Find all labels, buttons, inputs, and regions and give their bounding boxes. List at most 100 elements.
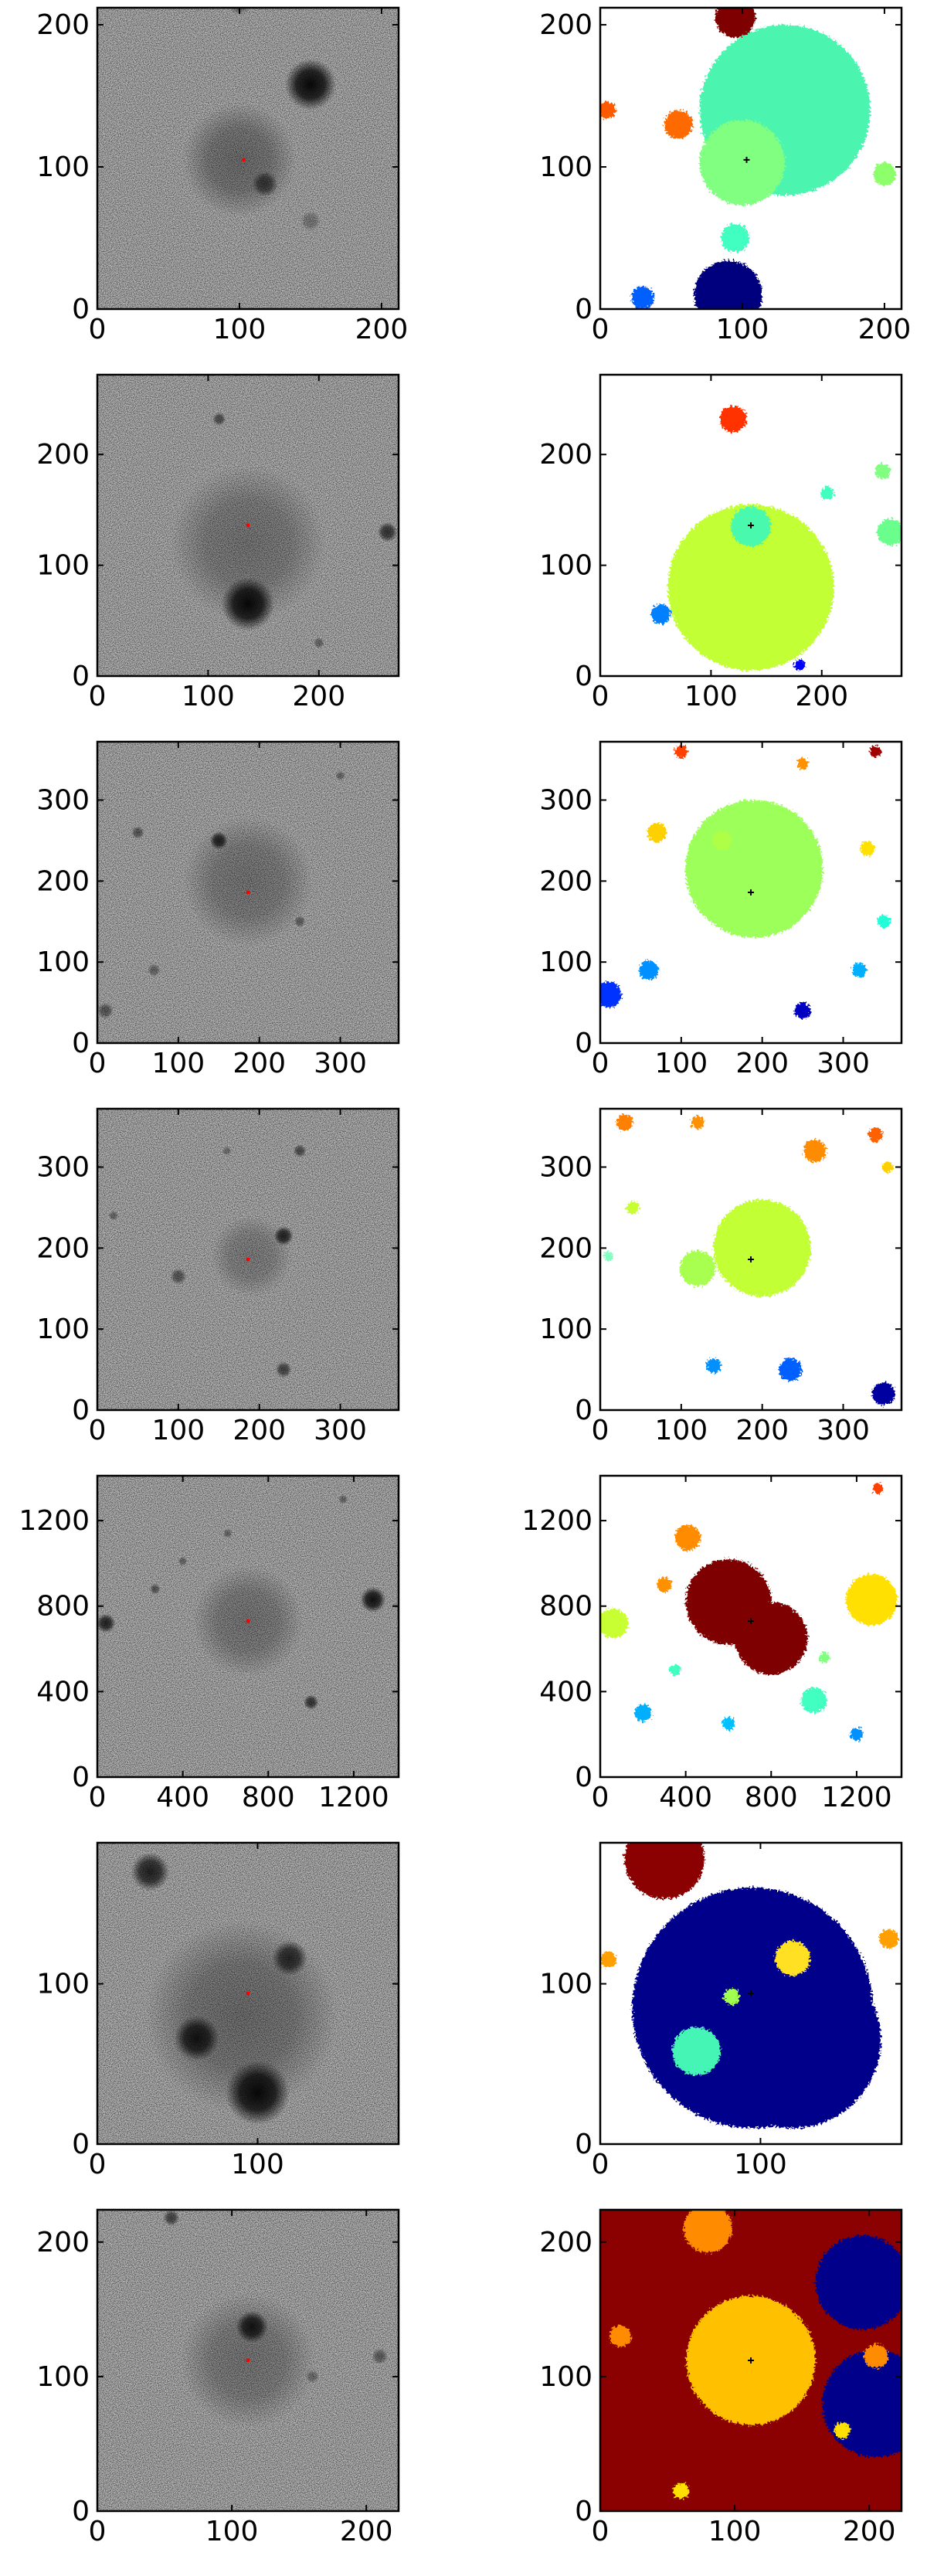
segment-region: [711, 831, 732, 851]
segment-region: [650, 603, 671, 624]
segmentation-axes-xtick-label: 1200: [821, 1782, 892, 1813]
image-axes-frame: [96, 1841, 400, 2146]
segmentation-axes-frame: [599, 740, 903, 1045]
segmentation-axes-xtick-label: 100: [734, 2149, 787, 2180]
segment-region: [794, 1002, 811, 1019]
segmentation-axes-frame: [599, 1474, 903, 1779]
image-axes-ytick-label: 100: [36, 550, 90, 582]
image-axes-ytick-label: 100: [36, 946, 90, 978]
segmentation-axes-xtick-label: 200: [858, 314, 912, 345]
segmentation-axes-xtick-label: 200: [735, 1415, 789, 1446]
segment-region: [877, 518, 902, 545]
image-axes-ytick-label: 100: [36, 1969, 90, 2000]
source-blob: [222, 1528, 233, 1538]
image-axes-ytick-label: 100: [36, 151, 90, 183]
source-blob: [313, 637, 324, 649]
segment-region: [852, 963, 867, 978]
segment-region: [672, 2027, 721, 2075]
image-axes-xtick-label: 200: [340, 2516, 393, 2547]
segmentation-panel-3: 0 100 200 300 0 100 200 300: [539, 740, 903, 1079]
segmentation-axes-ytick-label: 200: [539, 9, 593, 41]
segmentation-axes-ytick-label: 800: [539, 1591, 593, 1623]
segment-region: [713, 1199, 811, 1297]
segmentation-axes-xtick-label: 200: [843, 2516, 896, 2547]
segmentation-axes-xtick-label: 0: [592, 681, 610, 712]
segmentation-axes-xtick-label: 100: [654, 1415, 708, 1446]
image-axes-xtick-label: 0: [89, 2149, 107, 2180]
source-blob: [183, 816, 313, 946]
segment-region: [669, 1664, 681, 1676]
segment-region: [664, 110, 693, 139]
image-axes-xtick-label: 0: [89, 1782, 107, 1813]
segmentation-axes-ytick-label: 100: [539, 1313, 593, 1345]
segment-region: [647, 822, 667, 842]
image-axes-xtick-label: 400: [156, 1782, 209, 1813]
segment-region: [722, 1717, 735, 1731]
source-blob: [131, 1852, 170, 1891]
image-panel-7: 0 100 200 0 100 200: [36, 2208, 400, 2547]
segmentation-axes-ytick-label: 0: [575, 294, 593, 325]
target-marker: [246, 1991, 250, 1996]
source-blob: [293, 1144, 307, 1157]
segment-region: [723, 1988, 740, 2005]
segment-region: [819, 1652, 830, 1663]
image-axes-ytick-label: 200: [36, 9, 90, 41]
segment-region: [735, 1602, 808, 1675]
source-blob: [170, 1268, 187, 1285]
segmentation-axes-ytick-label: 0: [575, 1028, 593, 1059]
source-blob: [149, 1583, 161, 1595]
segmentation-axes-ytick-label: 400: [539, 1676, 593, 1708]
image-axes-xtick-label: 200: [355, 314, 409, 345]
target-marker: [246, 523, 250, 528]
image-axes-frame: [96, 373, 400, 678]
segment-region: [874, 463, 891, 479]
segment-region: [691, 1116, 705, 1130]
image-panel-4: 0 100 200 300 0 100 200 300: [36, 1107, 400, 1446]
segmentation-axes-ytick-label: 0: [575, 2496, 593, 2527]
segment-region: [779, 1358, 803, 1381]
segmentation-axes-xtick-label: 0: [592, 1782, 610, 1813]
segment-region: [868, 1127, 883, 1142]
segmentation-axes-xtick-label: 0: [592, 314, 610, 345]
segmentation-axes-ytick-label: 0: [575, 1762, 593, 1793]
image-axes-xtick-label: 800: [242, 1782, 295, 1813]
segmentation-axes-ytick-label: 100: [539, 550, 593, 582]
source-blob: [97, 1002, 114, 1019]
segment-region: [820, 486, 834, 501]
segment-region: [674, 1524, 701, 1551]
segment-region: [850, 1728, 864, 1741]
segmentation-panel-4: 0 100 200 300 0 100 200 300: [539, 1107, 903, 1446]
image-axes-xtick-label: 200: [233, 1048, 286, 1079]
segmentation-panel-5: 0 400 800 1200 0 400 800 1200: [521, 1474, 903, 1813]
segment-region: [679, 1250, 715, 1286]
segment-region: [834, 2422, 851, 2438]
segmentation-panel-7: 0 100 200 0 100 200: [539, 2208, 903, 2547]
image-axes-ytick-label: 1200: [19, 1505, 90, 1537]
image-axes-xtick-label: 300: [314, 1048, 367, 1079]
image-axes-ytick-label: 0: [72, 1395, 90, 1426]
source-blob: [303, 1694, 319, 1710]
segment-region: [685, 800, 823, 938]
segmentation-axes-xtick-label: 800: [745, 1782, 798, 1813]
segment-region: [715, 8, 756, 38]
source-blob: [372, 2348, 389, 2365]
segmentation-axes-xtick-label: 0: [592, 1415, 610, 1446]
image-axes-ytick-label: 400: [36, 1676, 90, 1708]
image-axes-ytick-label: 300: [36, 784, 90, 816]
segment-region: [694, 260, 762, 309]
source-blob: [131, 826, 144, 839]
image-axes-ytick-label: 0: [72, 294, 90, 325]
segmentation-axes-xtick-label: 0: [592, 1048, 610, 1079]
segmentation-axes-ytick-label: 100: [539, 1969, 593, 2000]
segmentation-axes-frame: [599, 1107, 903, 1412]
source-blob: [377, 522, 398, 542]
segment-region: [706, 1358, 722, 1373]
segment-region: [634, 1704, 652, 1722]
source-blob: [275, 1361, 292, 1378]
image-axes-xtick-label: 100: [231, 2149, 284, 2180]
source-blob: [284, 59, 337, 110]
segmentation-axes-xtick-label: 200: [735, 1048, 789, 1079]
image-axes-frame: [96, 740, 400, 1045]
image-axes-xtick-label: 0: [89, 1048, 107, 1079]
segment-region: [624, 1843, 705, 1899]
